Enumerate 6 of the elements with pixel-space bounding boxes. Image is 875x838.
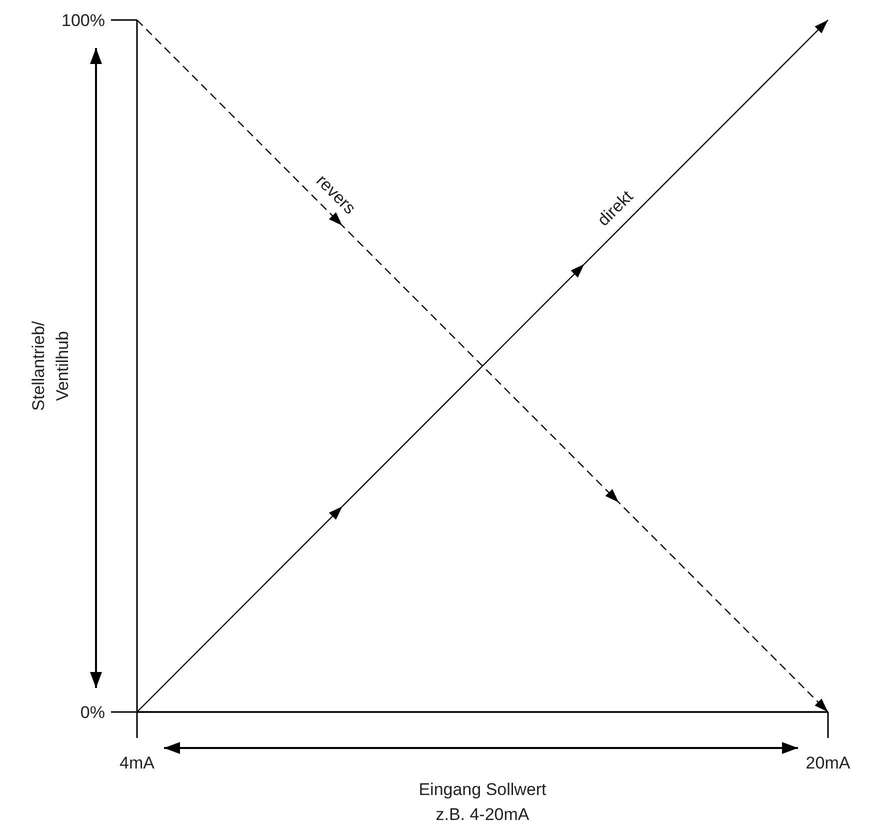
y-tick-label: 100% (62, 10, 105, 30)
x-axis-title: Eingang Sollwert z.B. 4-20mA (418, 780, 547, 824)
x-tick-label: 4mA (120, 753, 156, 772)
y-axis-title: Stellantrieb/ Ventilhub (29, 320, 72, 411)
x-tick-label: 20mA (806, 753, 851, 772)
y-tick-label: 0% (80, 702, 105, 722)
